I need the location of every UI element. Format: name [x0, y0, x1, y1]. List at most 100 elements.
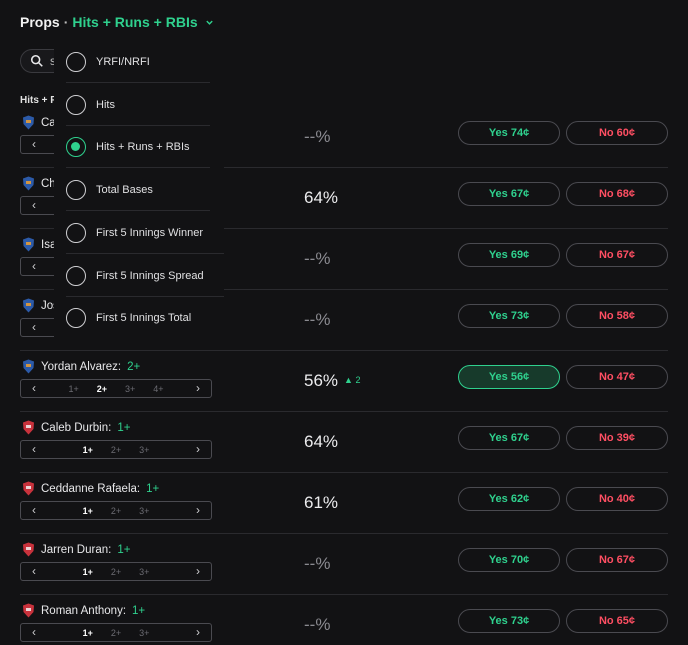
player-line: 1+	[146, 482, 160, 495]
chevron-left-icon[interactable]: ‹	[32, 564, 36, 578]
market-option[interactable]: Hits + Runs + RBIs	[66, 126, 210, 168]
chevron-left-icon[interactable]: ‹	[32, 625, 36, 639]
no-button[interactable]: No 40¢	[566, 487, 668, 511]
option-divider	[66, 125, 210, 126]
stepper-value[interactable]: 1+	[82, 566, 93, 577]
option-divider	[66, 253, 224, 254]
probability-text: --%	[304, 615, 331, 634]
market-option[interactable]: First 5 Innings Spread	[66, 255, 224, 297]
player-row: Roman Anthony: 1+ ‹ 1+ 2+ 3+ › --% Yes 73¢…	[0, 595, 688, 645]
chevron-left-icon[interactable]: ‹	[32, 259, 36, 273]
stepper-value[interactable]: 3+	[139, 566, 150, 577]
chevron-right-icon[interactable]: ›	[196, 625, 200, 639]
probability-value: --%	[304, 249, 336, 269]
player-row: Caleb Durbin: 1+ ‹ 1+ 2+ 3+ › 64% Yes 67¢ …	[0, 412, 688, 473]
team-logo-icon	[23, 115, 34, 130]
market-dropdown: YRFI/NRFI Hits Hits + Runs + RBIs Total …	[54, 40, 224, 340]
row-divider	[20, 228, 668, 229]
player-label: Ch	[22, 176, 62, 191]
yes-button[interactable]: Yes 74¢	[458, 121, 560, 145]
player-label: Caleb Durbin: 1+	[22, 420, 130, 435]
player-label: Roman Anthony: 1+	[22, 603, 145, 618]
radio-button[interactable]	[66, 266, 86, 286]
yes-button[interactable]: Yes 56¢	[458, 365, 560, 389]
stepper-value[interactable]: 2+	[110, 627, 122, 638]
market-option[interactable]: First 5 Innings Winner	[66, 212, 224, 254]
stepper-value[interactable]: 2+	[110, 444, 122, 455]
no-button[interactable]: No 60¢	[566, 121, 668, 145]
radio-button[interactable]	[66, 95, 86, 115]
no-button[interactable]: No 58¢	[566, 304, 668, 328]
yes-button[interactable]: Yes 67¢	[458, 426, 560, 450]
probability-text: 64%	[304, 432, 339, 451]
stepper-value[interactable]: 2+	[110, 505, 122, 516]
market-option[interactable]: Hits	[66, 84, 210, 126]
radio-button[interactable]	[66, 137, 86, 157]
no-button[interactable]: No 67¢	[566, 548, 668, 572]
chevron-left-icon[interactable]: ‹	[32, 381, 36, 395]
line-stepper[interactable]: ‹ 1+ 2+ 3+ ›	[20, 440, 212, 459]
market-option[interactable]: Total Bases	[66, 169, 210, 211]
stepper-value[interactable]: 1+	[82, 505, 93, 516]
yes-button[interactable]: Yes 62¢	[458, 487, 560, 511]
yes-button[interactable]: Yes 67¢	[458, 182, 560, 206]
no-button[interactable]: No 47¢	[566, 365, 668, 389]
player-row: Jarren Duran: 1+ ‹ 1+ 2+ 3+ › --% Yes 70¢ …	[0, 534, 688, 595]
player-name: Caleb Durbin:	[41, 421, 112, 434]
chevron-left-icon[interactable]: ‹	[32, 198, 36, 212]
option-label: Total Bases	[96, 184, 153, 196]
chevron-down-icon[interactable]	[205, 18, 214, 27]
chevron-left-icon[interactable]: ‹	[32, 442, 36, 456]
chevron-right-icon[interactable]: ›	[196, 564, 200, 578]
yes-button[interactable]: Yes 73¢	[458, 304, 560, 328]
team-logo-icon	[23, 298, 34, 313]
chevron-left-icon[interactable]: ‹	[32, 320, 36, 334]
radio-button[interactable]	[66, 223, 86, 243]
chevron-right-icon[interactable]: ›	[196, 381, 200, 395]
radio-button[interactable]	[66, 52, 86, 72]
stepper-value[interactable]: 3+	[125, 383, 136, 394]
chevron-left-icon[interactable]: ‹	[32, 503, 36, 517]
chevron-right-icon[interactable]: ›	[196, 503, 200, 517]
player-name: Yordan Alvarez:	[41, 360, 122, 373]
stepper-value[interactable]: 1+	[82, 627, 93, 638]
option-label: First 5 Innings Winner	[96, 227, 203, 239]
stepper-value[interactable]: 3+	[139, 444, 150, 455]
radio-button[interactable]	[66, 180, 86, 200]
line-stepper[interactable]: ‹ 1+ 2+ 3+ 4+ ›	[20, 379, 212, 398]
stepper-value[interactable]: 2+	[110, 566, 122, 577]
no-button[interactable]: No 67¢	[566, 243, 668, 267]
market-option[interactable]: YRFI/NRFI	[66, 41, 210, 83]
stepper-value[interactable]: 3+	[139, 505, 150, 516]
team-logo-icon	[23, 603, 34, 618]
line-stepper[interactable]: ‹ 1+ 2+ 3+ ›	[20, 562, 212, 581]
player-row: Ceddanne Rafaela: 1+ ‹ 1+ 2+ 3+ › 61% Yes …	[0, 473, 688, 534]
player-name: Ch	[41, 177, 56, 190]
no-button[interactable]: No 39¢	[566, 426, 668, 450]
chevron-right-icon[interactable]: ›	[196, 442, 200, 456]
yes-button[interactable]: Yes 69¢	[458, 243, 560, 267]
option-label: Hits + Runs + RBIs	[96, 141, 190, 153]
probability-text: 64%	[304, 188, 339, 207]
yes-button[interactable]: Yes 73¢	[458, 609, 560, 633]
stepper-value[interactable]: 2+	[96, 383, 107, 394]
probability-value: --%	[304, 127, 336, 147]
probability-text: --%	[304, 249, 331, 268]
team-logo-icon	[23, 542, 34, 557]
market-selector[interactable]: Hits + Runs + RBIs	[72, 14, 198, 30]
stepper-value[interactable]: 4+	[153, 383, 164, 394]
player-label: Ca	[22, 115, 62, 130]
probability-value: --%	[304, 615, 336, 635]
market-option[interactable]: First 5 Innings Total	[66, 297, 224, 339]
chevron-left-icon[interactable]: ‹	[32, 137, 36, 151]
stepper-value[interactable]: 3+	[139, 627, 150, 638]
no-button[interactable]: No 65¢	[566, 609, 668, 633]
radio-button[interactable]	[66, 308, 86, 328]
stepper-value[interactable]: 1+	[82, 444, 93, 455]
stepper-value[interactable]: 1+	[68, 383, 79, 394]
line-stepper[interactable]: ‹ 1+ 2+ 3+ ›	[20, 501, 212, 520]
line-stepper[interactable]: ‹ 1+ 2+ 3+ ›	[20, 623, 212, 642]
no-button[interactable]: No 68¢	[566, 182, 668, 206]
yes-button[interactable]: Yes 70¢	[458, 548, 560, 572]
row-divider	[20, 167, 668, 168]
